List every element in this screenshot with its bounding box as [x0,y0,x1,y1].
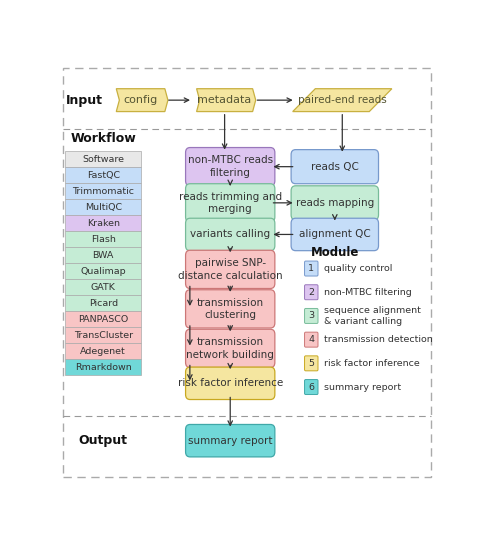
Text: summary report: summary report [188,436,272,446]
FancyBboxPatch shape [291,186,378,220]
Text: PANPASCO: PANPASCO [78,315,128,324]
FancyBboxPatch shape [186,218,275,251]
Text: summary report: summary report [323,382,401,392]
Text: Flash: Flash [91,235,116,244]
Text: sequence alignment
& variant calling: sequence alignment & variant calling [323,306,420,326]
Text: Adegenet: Adegenet [80,347,126,356]
FancyBboxPatch shape [186,184,275,222]
FancyBboxPatch shape [186,290,275,328]
Text: config: config [123,95,158,105]
FancyBboxPatch shape [65,327,142,343]
Text: 3: 3 [308,312,314,320]
Text: transmission
clustering: transmission clustering [197,298,264,320]
Text: 6: 6 [308,382,314,392]
FancyBboxPatch shape [186,329,275,368]
FancyBboxPatch shape [65,215,142,231]
FancyBboxPatch shape [305,380,318,395]
FancyBboxPatch shape [186,424,275,457]
FancyBboxPatch shape [65,311,142,327]
Text: paired-end reads: paired-end reads [298,95,387,105]
Text: Qualimap: Qualimap [80,267,126,276]
FancyBboxPatch shape [65,247,142,263]
Text: Trimmomatic: Trimmomatic [72,187,134,195]
Text: Workflow: Workflow [70,132,136,145]
FancyBboxPatch shape [186,147,275,186]
FancyBboxPatch shape [65,167,142,183]
FancyBboxPatch shape [305,356,318,371]
Text: Rmarkdown: Rmarkdown [75,363,132,372]
FancyBboxPatch shape [65,343,142,359]
Text: non-MTBC filtering: non-MTBC filtering [323,288,411,297]
Text: metadata: metadata [198,95,252,105]
Text: TransCluster: TransCluster [74,331,133,340]
FancyBboxPatch shape [305,285,318,300]
FancyBboxPatch shape [65,199,142,215]
FancyBboxPatch shape [291,218,378,251]
FancyBboxPatch shape [65,183,142,199]
Text: MultiQC: MultiQC [85,202,122,212]
Text: Input: Input [66,93,103,106]
FancyBboxPatch shape [65,295,142,311]
Text: 1: 1 [308,264,314,273]
Text: 2: 2 [308,288,314,297]
FancyBboxPatch shape [65,263,142,279]
Polygon shape [293,89,392,112]
FancyBboxPatch shape [65,151,142,167]
FancyBboxPatch shape [291,150,378,184]
Text: variants calling: variants calling [190,230,270,239]
Text: alignment QC: alignment QC [299,230,371,239]
Polygon shape [197,89,256,112]
Text: Picard: Picard [89,299,118,308]
Text: GATK: GATK [91,283,116,292]
Text: Module: Module [310,246,359,259]
FancyBboxPatch shape [65,359,142,375]
FancyBboxPatch shape [65,231,142,247]
Text: pairwise SNP-
distance calculation: pairwise SNP- distance calculation [178,258,282,281]
Text: Output: Output [79,434,128,447]
Text: transmission
network building: transmission network building [186,337,274,360]
FancyBboxPatch shape [305,332,318,347]
Text: BWA: BWA [93,251,114,260]
Text: transmission detection: transmission detection [323,335,432,344]
Text: Kraken: Kraken [87,219,120,228]
Text: risk factor inference: risk factor inference [177,379,283,388]
Text: Software: Software [82,154,124,164]
Text: reads QC: reads QC [311,161,359,172]
Text: 5: 5 [308,359,314,368]
Text: risk factor inference: risk factor inference [323,359,419,368]
Text: quality control: quality control [323,264,392,273]
FancyBboxPatch shape [305,308,318,323]
Polygon shape [116,89,168,112]
Text: non-MTBC reads
filtering: non-MTBC reads filtering [187,156,273,178]
Text: 4: 4 [308,335,314,344]
FancyBboxPatch shape [186,367,275,400]
Text: reads mapping: reads mapping [295,198,374,208]
FancyBboxPatch shape [305,261,318,276]
FancyBboxPatch shape [186,250,275,288]
Text: reads trimming and
merging: reads trimming and merging [179,192,282,214]
Text: FastQC: FastQC [87,171,120,180]
FancyBboxPatch shape [65,279,142,295]
